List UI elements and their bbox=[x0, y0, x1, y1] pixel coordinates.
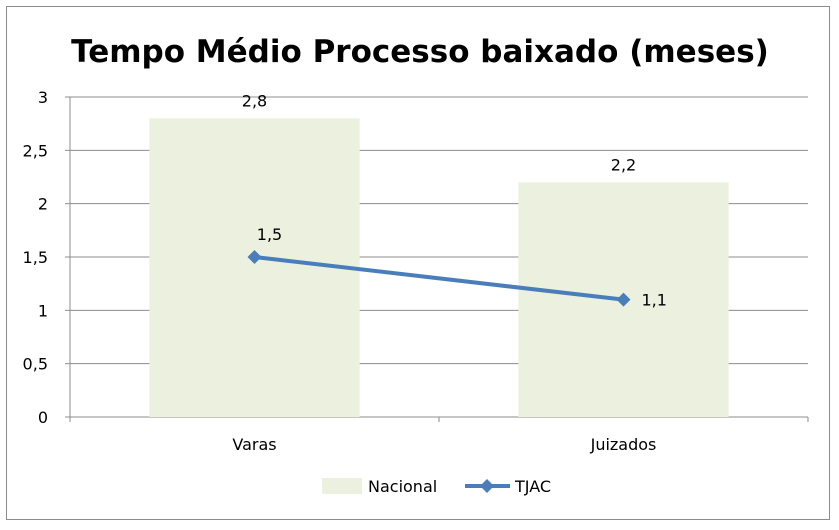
line-point-marker bbox=[247, 250, 262, 264]
series-line-tjac bbox=[254, 255, 624, 302]
bars bbox=[149, 118, 729, 417]
y-tick-label: 0 bbox=[38, 408, 48, 427]
legend-label: TJAC bbox=[514, 477, 551, 496]
y-tick-label: 2,5 bbox=[23, 141, 48, 160]
y-tick-label: 1,5 bbox=[23, 248, 48, 267]
x-ticks: Varas Juizados bbox=[232, 435, 656, 454]
legend-label: Nacional bbox=[368, 477, 437, 496]
legend-swatch-nacional bbox=[322, 478, 362, 494]
bar-nacional bbox=[149, 118, 360, 417]
line-data-label: 1,5 bbox=[257, 225, 282, 244]
x-tick-label: Varas bbox=[232, 435, 276, 454]
y-tick-label: 0,5 bbox=[23, 355, 48, 374]
bar-data-label: 2,8 bbox=[242, 91, 267, 110]
y-tick-label: 3 bbox=[38, 88, 48, 107]
bar-data-label: 2,2 bbox=[611, 155, 636, 174]
line-series bbox=[247, 250, 631, 307]
y-ticks: 0 0,5 1 1,5 2 2,5 3 bbox=[23, 88, 48, 427]
y-tick-label: 1 bbox=[38, 301, 48, 320]
x-tick-label: Juizados bbox=[590, 435, 657, 454]
line-point-marker bbox=[616, 292, 631, 307]
data-labels: 2,8 2,2 1,5 1,1 bbox=[242, 91, 667, 309]
legend: Nacional TJAC bbox=[322, 477, 551, 496]
line-data-label: 1,1 bbox=[642, 291, 667, 310]
y-tick-label: 2 bbox=[38, 195, 48, 214]
chart-title: Tempo Médio Processo baixado (meses) bbox=[71, 34, 769, 70]
legend-swatch-marker bbox=[480, 479, 494, 493]
